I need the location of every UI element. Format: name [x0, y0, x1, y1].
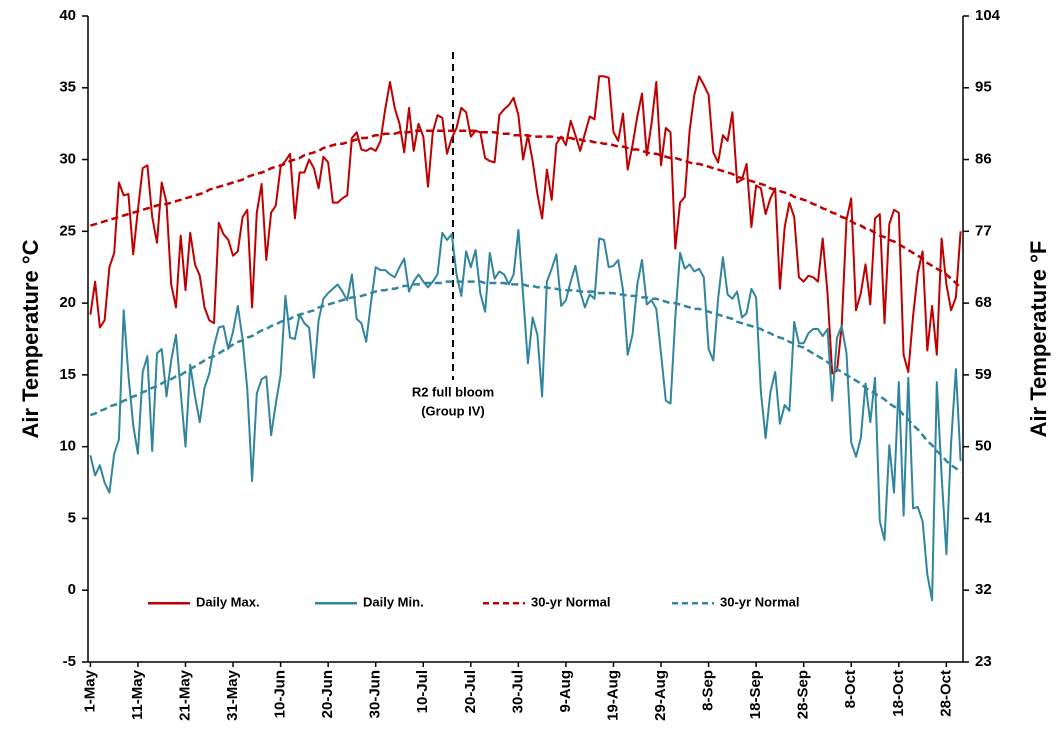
y-tick-label: 0: [68, 581, 76, 598]
y-tick-label: 20: [59, 294, 76, 311]
x-tick-label: 29-Aug: [652, 670, 669, 721]
x-tick-label: 20-Jun: [319, 670, 336, 718]
x-tick-label: 8-Sep: [700, 670, 717, 711]
legend-label: Daily Max.: [196, 595, 260, 610]
y-axis-title: Air Temperature °C: [18, 239, 43, 438]
y-tick-label: 30: [59, 151, 76, 168]
x-tick-label: 21-May: [176, 669, 193, 721]
x-tick-label: 11-May: [129, 669, 146, 720]
x-tick-label: 30-Jun: [367, 670, 384, 718]
y2-tick-label: 41: [975, 509, 992, 526]
x-tick-label: 31-May: [224, 669, 241, 721]
series-line: [89, 228, 962, 602]
normal-line: [90, 129, 962, 289]
legend-label: 30-yr Normal: [720, 595, 799, 610]
y-tick-label: 5: [68, 509, 76, 526]
y-tick-label: 15: [59, 366, 76, 383]
y-tick-label: 10: [59, 438, 76, 455]
annotation: R2 full bloom: [412, 384, 494, 399]
y-tick-label: 40: [59, 7, 76, 24]
y2-tick-label: 86: [975, 151, 992, 168]
x-tick-label: 18-Oct: [890, 670, 907, 717]
series-line: [89, 75, 962, 375]
y2-tick-label: 23: [975, 653, 992, 670]
y2-tick-label: 104: [975, 7, 1001, 24]
y-tick-label: -5: [63, 653, 76, 670]
x-tick-label: 1-May: [81, 669, 98, 712]
y-tick-label: 25: [59, 222, 76, 239]
y2-tick-label: 68: [975, 294, 992, 311]
x-tick-label: 19-Aug: [604, 670, 621, 721]
x-tick-label: 20-Jul: [462, 670, 479, 713]
x-tick-label: 10-Jun: [272, 670, 289, 718]
x-tick-label: 8-Oct: [842, 670, 859, 708]
y2-tick-label: 50: [975, 438, 992, 455]
y2-tick-label: 59: [975, 366, 992, 383]
y-tick-label: 35: [59, 79, 76, 96]
x-tick-label: 28-Oct: [937, 670, 954, 717]
x-tick-label: 30-Jul: [509, 670, 526, 713]
legend-label: Daily Min.: [363, 595, 424, 610]
annotation: (Group IV): [421, 403, 485, 418]
y2-tick-label: 32: [975, 581, 992, 598]
legend-label: 30-yr Normal: [531, 595, 610, 610]
x-tick-label: 10-Jul: [414, 670, 431, 713]
normal-line: [90, 280, 962, 474]
y2-tick-label: 77: [975, 222, 992, 239]
x-tick-label: 28-Sep: [795, 670, 812, 719]
x-tick-label: 9-Aug: [557, 670, 574, 713]
y2-axis-title: Air Temperature °F: [1026, 241, 1051, 438]
y2-tick-label: 95: [975, 79, 992, 96]
x-tick-label: 18-Sep: [747, 670, 764, 719]
